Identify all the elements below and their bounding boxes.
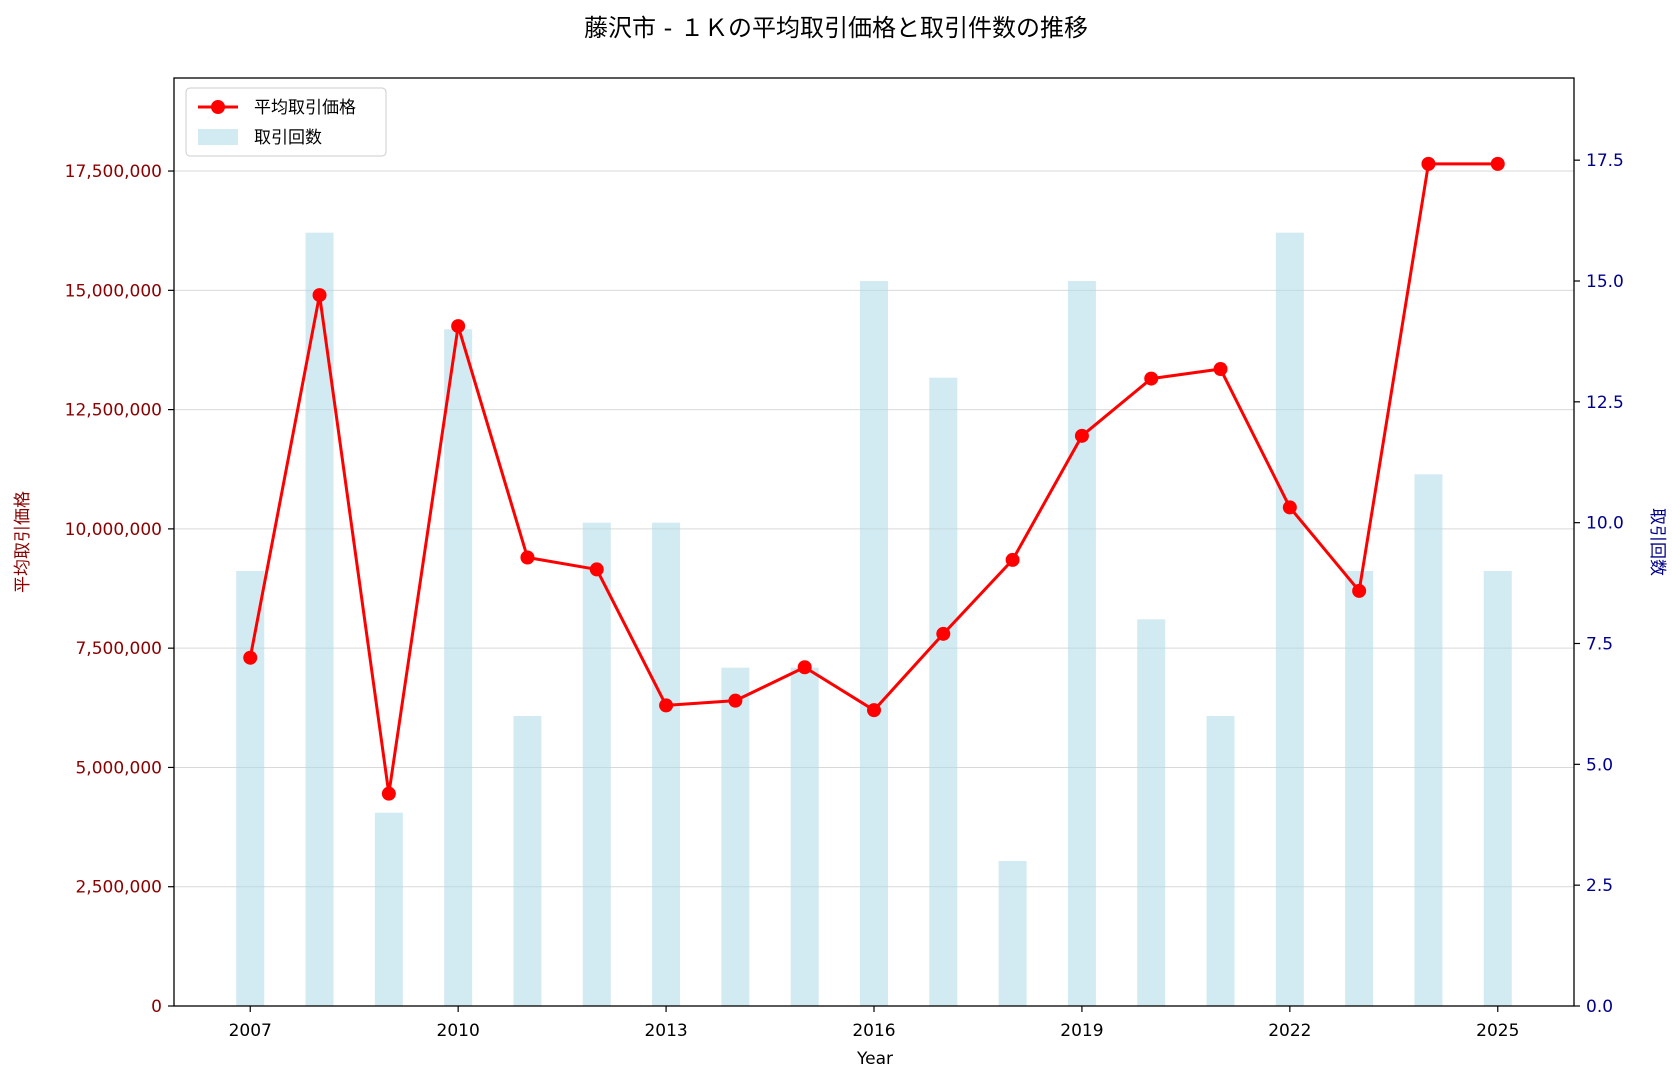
price-point [312, 288, 327, 303]
legend: 平均取引価格 取引回数 [185, 87, 387, 157]
right-tick-label: 2.5 [1586, 876, 1613, 896]
left-tick-label: 0 [151, 997, 162, 1017]
price-point [867, 703, 881, 718]
price-point [243, 650, 258, 665]
bar [1067, 281, 1096, 1006]
bar [444, 329, 473, 1006]
left-tick-label: 10,000,000 [65, 520, 162, 540]
price-point [1352, 583, 1367, 598]
price-point [589, 562, 604, 577]
price-point [451, 319, 466, 334]
bar [582, 522, 611, 1006]
price-point [1490, 156, 1505, 171]
price-point [728, 693, 743, 708]
price-point [1282, 500, 1297, 515]
bar [236, 571, 265, 1006]
bar [1275, 232, 1304, 1006]
legend-bar-swatch [198, 129, 238, 145]
price-point [520, 550, 535, 565]
left-tick-label: 17,500,000 [65, 162, 162, 182]
price-point [1074, 428, 1089, 443]
right-tick-label: 0.0 [1586, 997, 1613, 1017]
right-tick-label: 5.0 [1586, 755, 1613, 775]
legend-label-price: 平均取引価格 [254, 98, 356, 118]
y-axis-label-right: 取引回数 [1647, 508, 1667, 576]
right-tick-label: 10.0 [1586, 514, 1624, 534]
line-series [243, 156, 1505, 801]
bar [1206, 716, 1235, 1006]
price-point [1213, 362, 1228, 377]
x-tick-label: 2007 [229, 1021, 272, 1041]
y-axis-label-left: 平均取引価格 [13, 491, 33, 593]
left-tick-label: 7,500,000 [75, 639, 162, 659]
legend-label-count: 取引回数 [254, 128, 322, 148]
x-tick-label: 2013 [644, 1021, 687, 1041]
x-tick-label: 2022 [1268, 1021, 1311, 1041]
bar [929, 377, 958, 1007]
bar-series [236, 232, 1512, 1007]
right-tick-label: 7.5 [1586, 635, 1613, 655]
x-axis-label: Year [856, 1049, 893, 1069]
bar [790, 667, 819, 1006]
right-tick-label: 17.5 [1586, 151, 1624, 171]
bar [374, 812, 403, 1006]
bar [1345, 571, 1374, 1006]
price-point [381, 786, 396, 801]
bar [860, 281, 888, 1006]
left-tick-label: 5,000,000 [75, 758, 162, 778]
bar [652, 522, 681, 1006]
right-axis-ticks: 0.0 2.5 5.0 7.5 10.0 12.5 15.0 17.5 [1574, 151, 1624, 1017]
price-point [1005, 552, 1020, 567]
bar [513, 716, 542, 1006]
x-axis-ticks: 2007 2010 2013 2016 2019 2022 2025 [229, 1006, 1519, 1041]
bar [1483, 571, 1512, 1006]
left-tick-label: 12,500,000 [65, 401, 162, 421]
x-tick-label: 2010 [437, 1021, 480, 1041]
bar [721, 667, 750, 1006]
left-tick-label: 2,500,000 [75, 878, 162, 898]
price-point [797, 660, 812, 675]
bar [1414, 474, 1443, 1006]
x-tick-label: 2019 [1060, 1021, 1103, 1041]
right-tick-label: 15.0 [1586, 272, 1624, 292]
price-point [1421, 156, 1436, 171]
price-point [936, 626, 951, 641]
price-point [659, 698, 674, 713]
legend-line-marker [211, 100, 225, 114]
left-tick-label: 15,000,000 [65, 281, 162, 301]
right-tick-label: 12.5 [1586, 393, 1624, 413]
x-tick-label: 2016 [852, 1021, 895, 1041]
chart-title: 藤沢市 - １Ｋの平均取引価格と取引件数の推移 [584, 14, 1088, 42]
bar [998, 861, 1027, 1006]
left-axis-ticks: 0 2,500,000 5,000,000 7,500,000 10,000,000 12… [65, 162, 174, 1017]
bar [1137, 619, 1166, 1006]
x-tick-label: 2025 [1476, 1021, 1519, 1041]
price-point [1144, 371, 1159, 386]
